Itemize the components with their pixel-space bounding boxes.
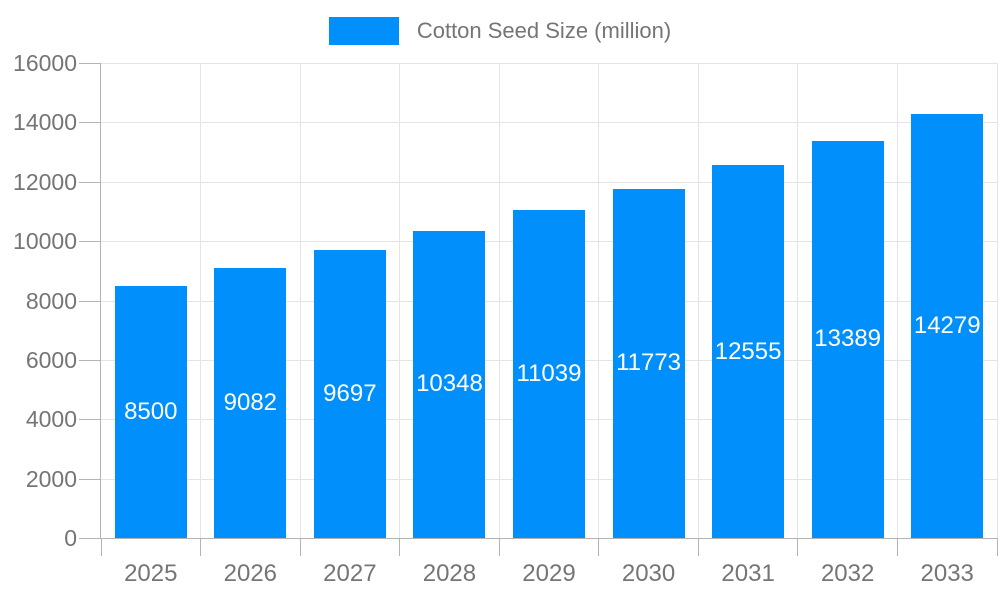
y-axis-tick: [79, 63, 101, 64]
bar-value-label: 9082: [223, 389, 278, 417]
gridline-vertical: [896, 63, 898, 538]
x-axis-tick: [896, 538, 898, 556]
bar[interactable]: 11039: [513, 210, 585, 538]
y-axis-line: [100, 63, 101, 538]
legend[interactable]: Cotton Seed Size (million): [0, 17, 1000, 45]
gridline-vertical: [200, 63, 202, 538]
x-axis-category-label: 2031: [721, 560, 775, 587]
gridline-horizontal: [101, 63, 997, 64]
gridline-vertical: [697, 63, 699, 538]
y-axis-tick: [79, 241, 101, 243]
x-axis-category-label: 2025: [124, 560, 178, 587]
x-axis-tick: [498, 538, 500, 556]
bar[interactable]: 12555: [712, 165, 785, 538]
gridline-vertical: [996, 63, 998, 538]
y-axis-tick: [79, 538, 101, 539]
x-axis-category-label: 2030: [621, 560, 676, 587]
bar[interactable]: 11773: [612, 188, 685, 538]
y-axis-tick: [79, 122, 101, 124]
y-axis-tick-label: 10000: [13, 228, 77, 255]
bar-value-label: 9697: [323, 380, 377, 408]
y-axis-tick: [79, 359, 101, 361]
bar-value-label: 10348: [416, 370, 483, 398]
bar[interactable]: 14279: [911, 114, 984, 538]
x-axis-line: [101, 538, 997, 539]
x-axis-category-label: 2028: [422, 560, 477, 587]
x-axis-tick: [598, 538, 600, 556]
x-axis-category-label: 2026: [223, 560, 278, 587]
x-axis-tick: [200, 538, 202, 556]
y-axis-tick-label: 0: [64, 525, 77, 551]
x-axis-tick: [399, 538, 401, 556]
y-axis-tick: [79, 478, 101, 480]
gridline-vertical: [299, 63, 301, 538]
gridline-vertical: [399, 63, 401, 538]
bar[interactable]: 10348: [413, 230, 486, 538]
gridline-vertical: [598, 63, 600, 538]
bar-value-label: 11773: [616, 349, 682, 377]
y-axis-tick: [79, 300, 101, 302]
x-axis-tick: [100, 538, 102, 556]
x-axis-category-label: 2027: [323, 560, 377, 587]
y-axis-tick-label: 4000: [25, 406, 77, 433]
x-axis-tick: [299, 538, 301, 556]
gridline-vertical: [797, 63, 799, 538]
gridline-horizontal: [101, 122, 997, 124]
y-axis-tick-label: 16000: [13, 50, 77, 76]
bar[interactable]: 9697: [313, 250, 386, 538]
bar-value-label: 13389: [814, 325, 882, 353]
x-axis-tick: [697, 538, 699, 556]
bar[interactable]: 9082: [214, 268, 287, 538]
bar-value-label: 14279: [913, 312, 981, 340]
y-axis-tick-label: 2000: [25, 465, 77, 492]
bar-value-label: 11039: [516, 360, 582, 388]
bar[interactable]: 13389: [811, 140, 884, 538]
bar-value-label: 8500: [124, 397, 178, 425]
x-axis-tick: [797, 538, 799, 556]
legend-label: Cotton Seed Size (million): [416, 18, 672, 43]
y-axis-tick-label: 6000: [25, 346, 77, 373]
x-axis-tick: [996, 538, 998, 556]
bar[interactable]: 8500: [114, 285, 187, 538]
plot-area: 8500 9082 9697 10348 11039 11773 12555 13389 142…: [79, 63, 998, 556]
y-axis-tick-label: 14000: [13, 109, 77, 136]
y-axis-tick: [79, 419, 101, 421]
y-axis-tick-label: 8000: [25, 287, 77, 314]
bar-value-label: 12555: [714, 337, 782, 365]
y-axis-tick-label: 12000: [13, 168, 77, 195]
x-axis-category-label: 2033: [920, 560, 974, 587]
y-axis-tick: [79, 181, 101, 183]
x-axis-category-label: 2032: [820, 560, 875, 587]
gridline-vertical: [498, 63, 500, 538]
x-axis-category-label: 2029: [522, 560, 576, 587]
legend-swatch-icon: [328, 17, 399, 45]
